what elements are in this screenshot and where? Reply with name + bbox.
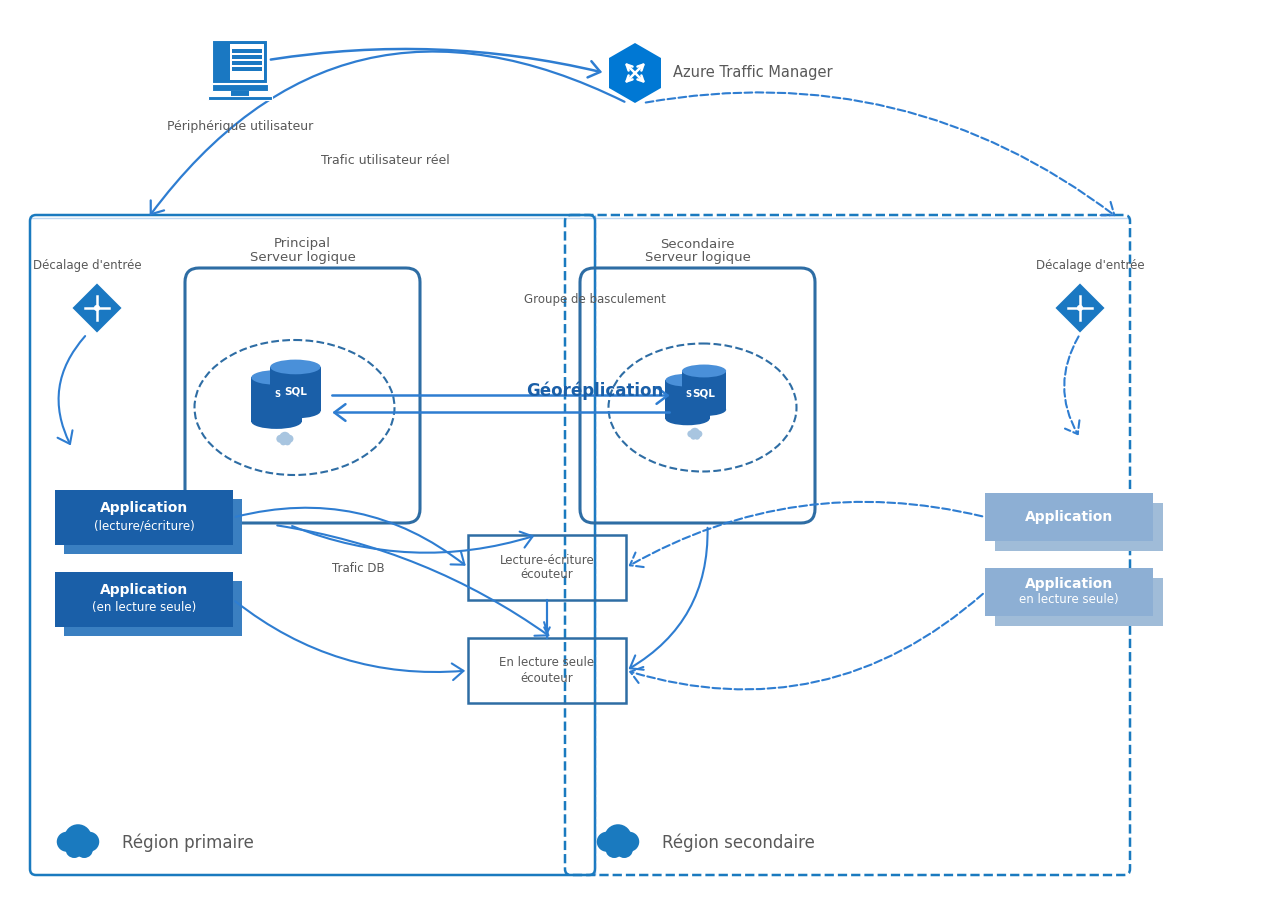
Bar <box>468 638 627 703</box>
Text: Décalage d'entrée: Décalage d'entrée <box>1036 260 1144 272</box>
Ellipse shape <box>252 370 301 385</box>
Ellipse shape <box>666 412 709 425</box>
Bar <box>995 503 1163 551</box>
Polygon shape <box>609 43 661 103</box>
Text: Groupe de basculement: Groupe de basculement <box>524 293 666 306</box>
Text: SQL: SQL <box>693 388 716 399</box>
Bar <box>231 91 249 96</box>
Text: S: S <box>275 390 281 399</box>
Circle shape <box>597 832 616 852</box>
Bar <box>995 578 1163 626</box>
Circle shape <box>604 824 632 852</box>
Text: Trafic DB: Trafic DB <box>332 561 384 575</box>
Bar <box>468 535 627 600</box>
Bar <box>64 499 241 554</box>
Text: Périphérique utilisateur: Périphérique utilisateur <box>167 120 313 133</box>
Text: Trafic utilisateur réel: Trafic utilisateur réel <box>320 154 450 166</box>
Circle shape <box>690 433 697 440</box>
Bar <box>64 581 241 636</box>
Circle shape <box>619 832 639 852</box>
Text: S: S <box>685 390 691 399</box>
Bar <box>55 572 233 627</box>
Text: Décalage d'entrée: Décalage d'entrée <box>33 260 141 272</box>
Bar <box>216 44 230 80</box>
Circle shape <box>286 435 294 443</box>
Bar <box>233 61 262 65</box>
Text: Région primaire: Région primaire <box>122 834 254 852</box>
Text: Géoréplication: Géoréplication <box>526 381 663 399</box>
Bar <box>212 40 268 84</box>
Text: Application: Application <box>100 583 188 597</box>
Circle shape <box>690 428 700 438</box>
Ellipse shape <box>683 403 726 416</box>
Bar <box>985 493 1153 541</box>
Text: Lecture-écriture
écouteur: Lecture-écriture écouteur <box>500 554 595 581</box>
Circle shape <box>688 430 694 438</box>
Text: Serveur logique: Serveur logique <box>644 251 750 264</box>
Bar <box>271 367 320 411</box>
Bar <box>212 84 268 91</box>
Bar <box>666 380 709 419</box>
Bar <box>55 490 233 545</box>
Circle shape <box>694 433 700 440</box>
Text: En lecture seule
écouteur: En lecture seule écouteur <box>500 656 595 685</box>
Bar <box>233 67 262 70</box>
Polygon shape <box>1054 282 1106 334</box>
Bar <box>208 96 272 100</box>
Circle shape <box>283 439 291 445</box>
Text: Principal: Principal <box>275 238 330 250</box>
Bar <box>216 44 264 80</box>
Text: Azure Traffic Manager: Azure Traffic Manager <box>674 66 833 80</box>
Circle shape <box>79 832 99 852</box>
Text: Secondaire: Secondaire <box>660 238 735 250</box>
Text: en lecture seule): en lecture seule) <box>1019 592 1118 605</box>
Text: Serveur logique: Serveur logique <box>249 251 356 264</box>
Ellipse shape <box>252 414 301 429</box>
Text: (en lecture seule): (en lecture seule) <box>92 601 196 614</box>
Bar <box>233 55 262 58</box>
Bar <box>683 371 726 409</box>
Ellipse shape <box>271 404 320 419</box>
Circle shape <box>695 430 703 438</box>
Polygon shape <box>71 282 123 334</box>
Circle shape <box>276 435 285 443</box>
Ellipse shape <box>666 374 709 387</box>
Ellipse shape <box>683 365 726 377</box>
Circle shape <box>66 841 83 858</box>
Circle shape <box>1077 305 1083 311</box>
Circle shape <box>280 439 287 445</box>
Bar <box>233 49 262 52</box>
Text: Application: Application <box>1024 510 1113 524</box>
Text: Application: Application <box>100 501 188 515</box>
Circle shape <box>57 832 76 852</box>
Text: Région secondaire: Région secondaire <box>662 834 815 852</box>
Bar <box>985 568 1153 616</box>
Text: Application: Application <box>1024 577 1113 591</box>
Circle shape <box>605 841 623 858</box>
Bar <box>252 377 301 421</box>
Circle shape <box>75 841 93 858</box>
Circle shape <box>65 824 92 852</box>
Text: SQL: SQL <box>283 387 306 397</box>
Circle shape <box>94 305 100 311</box>
Text: (lecture/écriture): (lecture/écriture) <box>94 519 194 533</box>
Circle shape <box>280 431 291 443</box>
Circle shape <box>615 841 633 858</box>
Ellipse shape <box>271 359 320 375</box>
